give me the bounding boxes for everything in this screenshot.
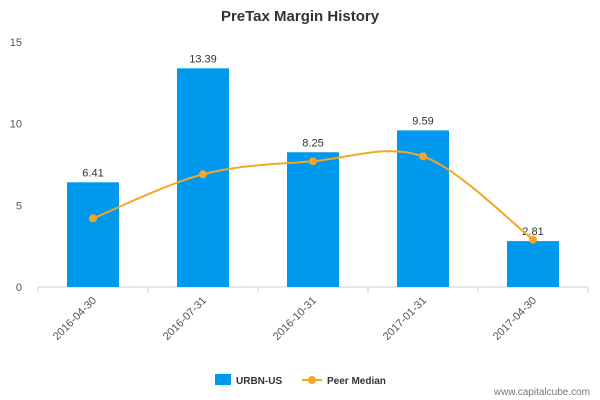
x-tick-label: 2017-01-31 — [381, 295, 429, 343]
bar-series — [67, 68, 559, 288]
chart-title: PreTax Margin History — [221, 8, 380, 25]
legend-label-peer: Peer Median — [327, 376, 386, 387]
legend: URBN-US Peer Median — [215, 374, 386, 387]
y-tick-label: 0 — [16, 282, 22, 294]
peer-median-point — [89, 214, 97, 223]
bar — [287, 152, 339, 287]
peer-median-point — [199, 170, 207, 179]
x-tick-label: 2016-10-31 — [271, 295, 319, 343]
y-axis: 0 5 10 15 — [10, 37, 22, 294]
bar-data-label: 13.39 — [189, 53, 217, 65]
peer-median-point — [529, 235, 537, 244]
y-tick-label: 10 — [10, 119, 22, 131]
legend-swatch-urbn — [215, 374, 231, 385]
peer-median-point — [419, 152, 427, 161]
legend-label-urbn: URBN-US — [236, 376, 282, 387]
bar-data-label: 6.41 — [82, 167, 103, 179]
bar-data-label: 8.25 — [302, 137, 323, 149]
bar — [507, 241, 559, 287]
legend-marker-peer — [308, 376, 316, 384]
line-series — [89, 150, 537, 244]
peer-median-point — [309, 157, 317, 166]
x-tick-label: 2016-07-31 — [161, 295, 209, 343]
y-tick-label: 15 — [10, 37, 22, 49]
x-tick-label: 2016-04-30 — [51, 295, 99, 343]
bar-data-label: 9.59 — [412, 115, 433, 127]
x-axis: 2016-04-30 2016-07-31 2016-10-31 2017-01-31… — [37, 287, 589, 343]
y-tick-label: 5 — [16, 200, 22, 212]
credit-text: www.capitalcube.com — [493, 387, 590, 398]
x-tick-label: 2017-04-30 — [491, 295, 539, 343]
bar — [67, 182, 119, 287]
